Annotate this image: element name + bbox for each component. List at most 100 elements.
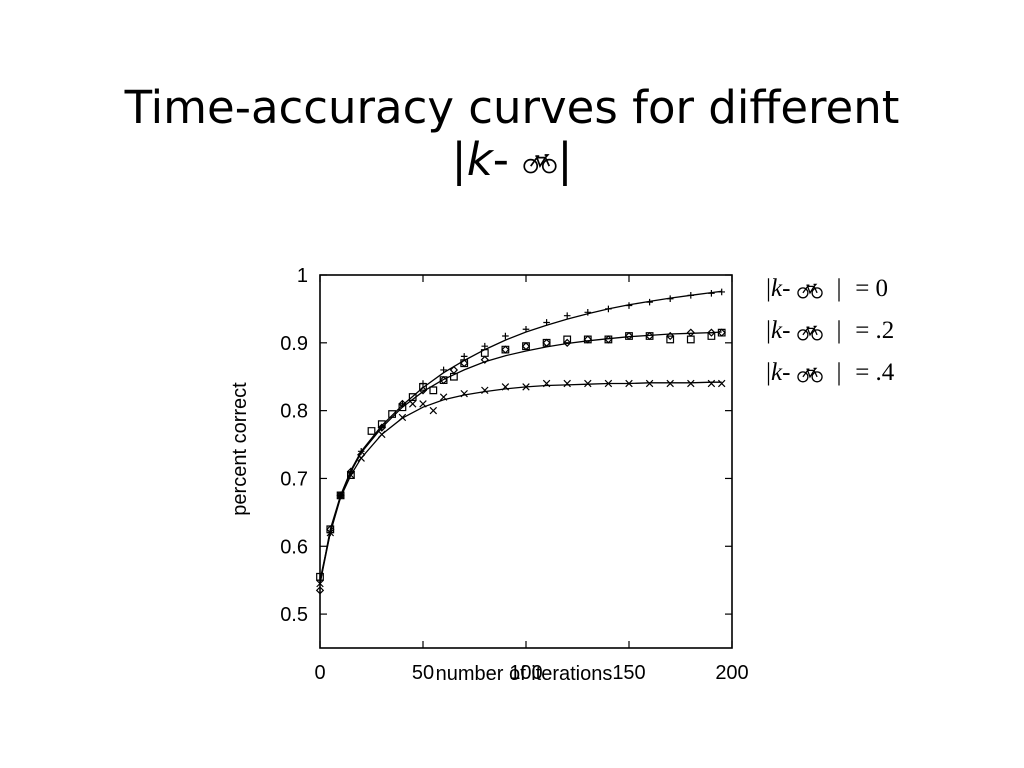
legend-bar-open: |	[766, 275, 772, 302]
data-point-plus	[481, 342, 489, 350]
data-point-diamond	[542, 338, 551, 347]
data-point-cross	[645, 379, 654, 388]
data-point-plus	[543, 319, 550, 326]
legend-k-variable: k	[771, 275, 783, 302]
data-point-square	[666, 335, 675, 344]
y-tick-label: 0.5	[280, 604, 308, 626]
data-point-diamond	[666, 331, 675, 341]
x-tick-label: 200	[715, 662, 748, 684]
data-point-diamond	[418, 386, 428, 395]
fit-curve-cross	[319, 381, 722, 584]
bicycle-icon	[523, 154, 557, 174]
data-point-plus	[584, 309, 592, 316]
data-point-cross	[687, 379, 695, 388]
fit-curve-plus	[319, 290, 722, 581]
legend-value: = .2	[855, 317, 895, 344]
legend-k-variable: k	[771, 359, 783, 386]
data-point-cross	[717, 379, 726, 388]
data-point-diamond	[480, 355, 489, 364]
x-tick-label: 100	[509, 662, 542, 684]
legend-value: = 0	[855, 275, 889, 302]
data-point-cross	[439, 393, 448, 401]
data-point-square	[583, 335, 592, 344]
slide-title: Time-accuracy curves for different |k- |	[0, 82, 1024, 186]
x-tick-label: 50	[412, 662, 434, 684]
data-point-diamond	[398, 399, 407, 409]
data-point-square	[367, 427, 376, 435]
fit-curve-diamond	[319, 331, 722, 584]
data-point-plus	[687, 292, 695, 299]
data-point-square	[388, 410, 396, 418]
legend-dash: -	[782, 275, 791, 302]
title-bar-close: |	[557, 133, 573, 186]
data-point-cross	[326, 528, 335, 537]
data-point-cross	[316, 579, 324, 588]
y-tick-label: 0.9	[280, 333, 308, 355]
data-point-square	[377, 420, 386, 429]
data-point-plus	[460, 353, 468, 360]
y-tick-label: 0.6	[280, 536, 308, 558]
data-point-cross	[347, 471, 355, 479]
bicycle-icon	[796, 325, 823, 341]
data-point-plus	[502, 332, 509, 340]
data-point-plus	[666, 295, 674, 303]
legend-row-0: |k- | = 0	[766, 270, 966, 312]
data-point-square	[347, 471, 355, 479]
data-point-cross	[522, 383, 530, 391]
data-point-plus	[718, 288, 725, 296]
data-point-square	[326, 525, 335, 534]
data-point-square	[625, 332, 633, 340]
data-point-square	[439, 376, 448, 385]
title-k-variable: k	[466, 133, 493, 186]
legend-bar-close: |	[836, 275, 842, 302]
data-point-cross	[604, 379, 613, 388]
data-point-diamond	[501, 345, 510, 354]
data-point-square	[686, 335, 695, 344]
data-point-diamond	[377, 423, 386, 432]
x-axis-label: number of iterations	[436, 663, 613, 685]
data-point-cross	[398, 413, 407, 422]
legend-row-2: |k- | = .4	[766, 354, 966, 396]
data-point-diamond	[315, 586, 325, 595]
data-point-cross	[625, 379, 633, 388]
y-axis-label: percent correct	[229, 382, 251, 516]
data-point-cross	[584, 379, 592, 388]
legend-bar-open: |	[766, 359, 772, 386]
y-tick-label: 0.7	[280, 468, 308, 490]
data-point-plus	[646, 298, 653, 306]
data-point-cross	[408, 400, 417, 408]
data-point-square	[563, 335, 572, 344]
data-point-cross	[563, 379, 571, 388]
data-point-square	[501, 345, 510, 354]
y-tick-label: 1	[297, 265, 308, 287]
data-point-cross	[419, 400, 427, 408]
data-point-plus	[625, 302, 633, 309]
legend-bar-open: |	[766, 317, 772, 344]
data-point-plus	[440, 366, 447, 374]
data-point-cross	[378, 430, 386, 439]
title-line-2: |k- |	[0, 134, 1024, 186]
data-point-diamond	[707, 328, 716, 337]
data-point-square	[707, 332, 716, 340]
data-point-square	[316, 572, 324, 581]
title-bar-open: |	[451, 133, 467, 186]
data-point-diamond	[563, 338, 572, 347]
legend-k-variable: k	[771, 317, 783, 344]
data-point-cross	[336, 491, 345, 500]
data-point-cross	[666, 379, 674, 388]
data-point-square	[542, 338, 551, 347]
y-tick-label: 0.8	[280, 401, 308, 423]
data-point-plus	[708, 290, 715, 297]
data-point-cross	[357, 454, 365, 462]
data-point-cross	[501, 383, 510, 391]
x-tick-label: 0	[314, 662, 325, 684]
data-point-square	[429, 386, 438, 395]
data-point-cross	[429, 406, 438, 415]
legend-bar-close: |	[836, 359, 842, 386]
data-point-diamond	[521, 342, 531, 351]
data-point-square	[645, 332, 654, 340]
legend-row-1: |k- | = .2	[766, 312, 966, 354]
time-accuracy-chart: 1 0.9 0.8 0.7 0.6 0.5 0 50 100 150 200 number of i…	[229, 265, 749, 685]
plot-area: 1 0.9 0.8 0.7 0.6 0.5 0 50 100 150 200	[280, 265, 749, 684]
legend-dash: -	[782, 317, 791, 344]
